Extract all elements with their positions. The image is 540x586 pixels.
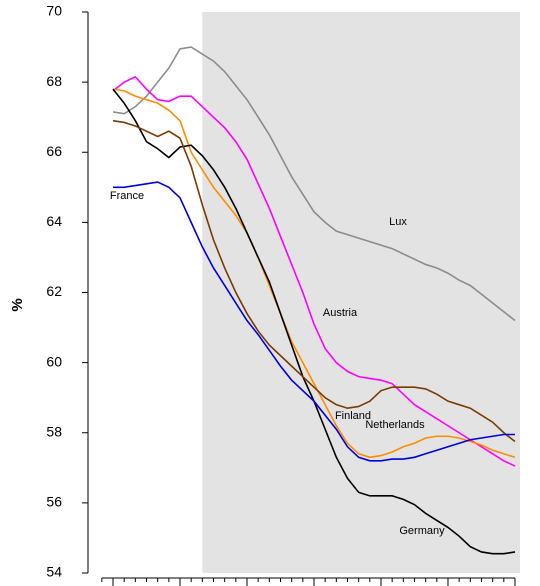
series-label: Germany — [399, 525, 445, 537]
series-label: Austria — [323, 307, 358, 319]
shaded-region — [202, 12, 520, 573]
y-axis-label: % — [9, 298, 26, 311]
series-label: Finland — [335, 410, 371, 422]
y-tick-label: 56 — [46, 494, 62, 510]
y-tick-label: 62 — [46, 283, 62, 299]
y-tick-label: 64 — [46, 213, 62, 229]
series-label: France — [110, 190, 144, 202]
y-tick-label: 54 — [46, 564, 62, 580]
y-tick-label: 66 — [46, 143, 62, 159]
y-tick-label: 70 — [46, 3, 62, 19]
series-line — [112, 75, 516, 467]
series-line — [112, 88, 516, 459]
series-label: Netherlands — [365, 419, 425, 431]
y-tick-label: 58 — [46, 423, 62, 439]
y-tick-label: 68 — [46, 73, 62, 89]
series-line — [112, 119, 516, 443]
y-tick-label: 60 — [46, 353, 62, 369]
series-line — [113, 181, 515, 462]
series-label: Lux — [389, 216, 407, 228]
series-line — [112, 46, 516, 322]
